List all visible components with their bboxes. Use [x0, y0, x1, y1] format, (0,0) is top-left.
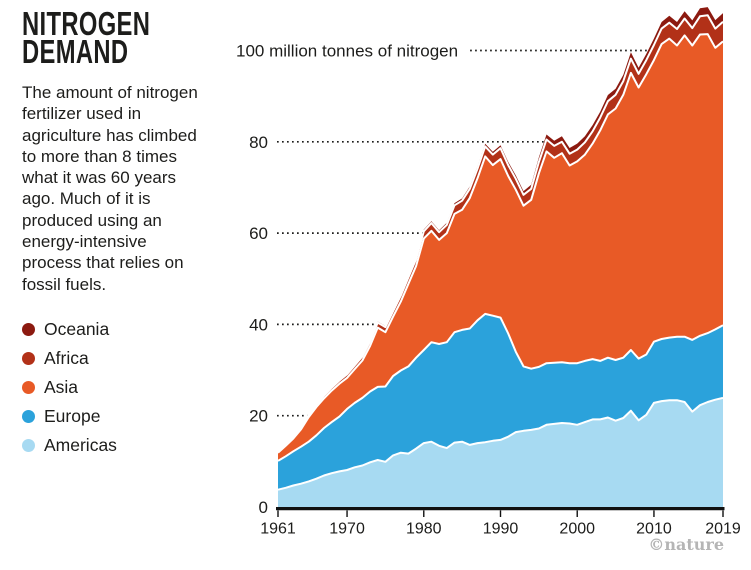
title-line-1: NITROGEN	[22, 5, 151, 42]
title-line-2: DEMAND	[22, 33, 129, 70]
legend-swatch-africa-icon	[22, 351, 35, 365]
boundary-line	[277, 33, 724, 454]
legend-swatch-asia-icon	[22, 380, 35, 394]
x-tick-label: 1970	[329, 521, 365, 538]
legend-item-asia: Asia	[22, 373, 222, 402]
boundary-line	[277, 14, 724, 453]
legend-label-oceania: Oceania	[44, 318, 110, 339]
y-axis-label: 80	[249, 133, 268, 152]
area-europe	[278, 313, 723, 490]
y-axis-label: 60	[249, 224, 268, 243]
boundary-line	[277, 396, 724, 491]
area-americas	[278, 397, 723, 507]
legend-swatch-oceania-icon	[22, 322, 35, 336]
x-tick-label: 2000	[559, 521, 595, 538]
chart-description: The amount of nitrogen fertilizer used i…	[22, 83, 198, 294]
x-tick-label: 1961	[260, 521, 296, 538]
y-axis-label: 40	[249, 315, 268, 334]
legend-swatch-americas-icon	[22, 438, 35, 452]
boundary-line	[277, 312, 724, 462]
chart-legend: Oceania Africa Asia Europe Americas	[22, 315, 222, 460]
y-axis-unit-label: 100 million tonnes of nitrogen	[236, 42, 458, 61]
nature-credit: ©nature	[648, 535, 724, 554]
series-boundaries	[277, 14, 724, 491]
legend-label-asia: Asia	[44, 376, 79, 397]
legend-item-europe: Europe	[22, 402, 222, 431]
legend-swatch-europe-icon	[22, 409, 35, 423]
x-tick-label: 1990	[483, 521, 519, 538]
y-axis-label: 0	[259, 498, 268, 517]
legend-label-europe: Europe	[44, 405, 101, 426]
area-series	[278, 7, 723, 507]
legend-label-americas: Americas	[44, 434, 117, 455]
legend-item-americas: Americas	[22, 431, 222, 460]
legend-label-africa: Africa	[44, 347, 89, 368]
area-asia	[278, 34, 723, 461]
legend-item-africa: Africa	[22, 344, 222, 373]
x-tick-label: 1980	[406, 521, 442, 538]
legend-item-oceania: Oceania	[22, 315, 222, 344]
x-tick-label: 2010	[636, 521, 672, 538]
x-tick-label: 2019	[705, 521, 741, 538]
page-title: NITROGEN DEMAND	[22, 5, 166, 70]
axis-labels: 0 20 40 60 80 100 million tonnes of nitrogen 1…	[236, 42, 741, 538]
gridlines	[277, 49, 648, 417]
axes	[276, 507, 725, 517]
side-panel: NITROGEN DEMAND The amount of nitrogen f…	[22, 5, 222, 460]
y-axis-label: 20	[249, 407, 268, 426]
